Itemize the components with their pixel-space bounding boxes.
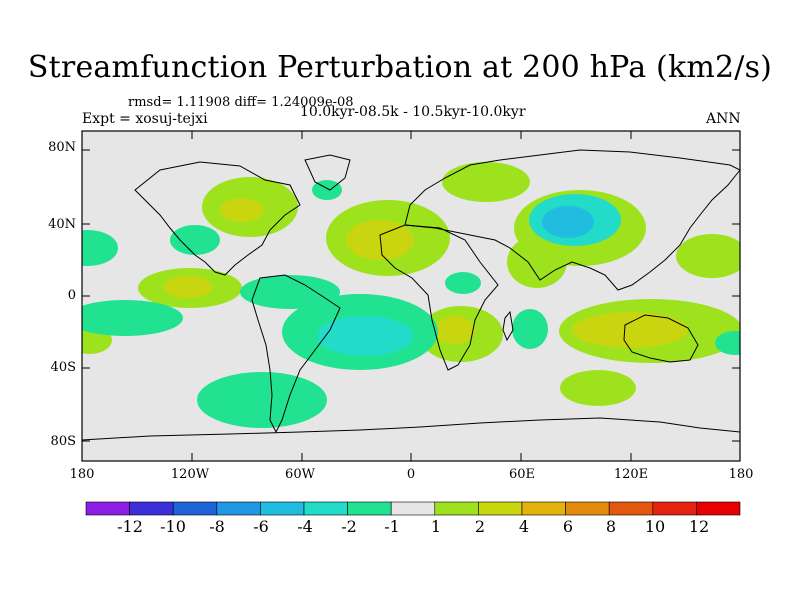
colorbar-swatch <box>129 501 174 516</box>
coast-greenland <box>304 154 351 191</box>
anomaly-core-australia <box>572 312 688 348</box>
colorbar-swatch <box>390 501 436 516</box>
colorbar-swatch <box>696 501 741 516</box>
colorbar-label: -12 <box>117 517 143 536</box>
coast-north-america <box>134 161 301 276</box>
coast-antarctica <box>82 417 740 441</box>
colorbar-label: -10 <box>160 517 186 536</box>
period-difference-label: 10.0kyr-08.5k - 10.5kyr-10.0kyr <box>300 104 526 120</box>
colorbar-label: 4 <box>518 517 530 536</box>
colorbar-swatch <box>347 501 392 516</box>
colorbar-swatch <box>652 501 697 516</box>
season-label: ANN <box>706 111 741 127</box>
anomaly-neg-far-east <box>715 331 740 355</box>
anomaly-neg-southeast-pacific <box>197 372 327 428</box>
anomaly-neg-south-pacific <box>82 300 183 336</box>
contour-fields <box>82 162 740 428</box>
anomaly-arabia <box>507 236 567 288</box>
anomaly-neg-central-africa <box>445 272 481 294</box>
coast-madagascar <box>502 310 514 342</box>
colorbar-label: -1 <box>384 517 400 536</box>
colorbar-swatch <box>172 501 218 516</box>
colorbar-swatch <box>521 501 566 516</box>
colorbar-swatch <box>303 501 348 516</box>
plot-title: Streamfunction Perturbation at 200 hPa (… <box>27 50 773 85</box>
colorbar-label: 6 <box>562 517 574 536</box>
anomaly-core-south-africa <box>435 316 475 344</box>
colorbar <box>85 501 741 516</box>
coast-eurasia <box>404 149 740 291</box>
lat-label-0: 0 <box>67 288 76 303</box>
colorbar-swatch <box>216 501 261 516</box>
lon-label-120w: 120W <box>170 467 210 482</box>
colorbar-swatch <box>565 501 610 516</box>
stats-annotation: rmsd= 1.11908 diff= 1.24009e-08 <box>128 95 354 110</box>
lon-label-60e: 60E <box>508 467 536 482</box>
colorbar-label: -4 <box>297 517 313 536</box>
anomaly-core-east-pacific <box>164 276 212 298</box>
lat-ticks <box>82 149 740 442</box>
anomaly-neg-north-pacific <box>82 230 118 266</box>
lon-label-180e: 180 <box>728 467 754 482</box>
lat-label-40s: 40S <box>50 360 76 375</box>
coast-africa <box>379 224 499 371</box>
colorbar-swatch <box>608 501 654 516</box>
lon-label-0: 0 <box>406 467 416 482</box>
experiment-label: Expt = xosuj-tejxi <box>82 111 208 127</box>
anomaly-neg-greenland <box>312 180 342 200</box>
colorbar-label: -8 <box>209 517 225 536</box>
coastlines <box>82 149 740 441</box>
anomaly-neg-core-south-america <box>317 316 413 356</box>
colorbar-swatch <box>85 501 130 516</box>
anomaly-indian-ocean-south <box>560 370 636 406</box>
anomaly-neg-gulf <box>170 225 220 255</box>
anomaly-neg-tropical-atlantic-west <box>240 275 340 309</box>
anomaly-europe <box>442 162 530 202</box>
colorbar-label: 10 <box>644 517 666 536</box>
lon-label-60w: 60W <box>285 467 315 482</box>
anomaly-north-pacific-west <box>676 234 740 278</box>
anomaly-core-north-america <box>220 198 264 222</box>
lon-ticks <box>191 131 632 461</box>
colorbar-swatch <box>260 501 305 516</box>
colorbar-label: 12 <box>688 517 710 536</box>
colorbar-label: 2 <box>474 517 486 536</box>
colorbar-label: -2 <box>341 517 357 536</box>
anomaly-neg-core-central-asia-inner <box>542 206 594 238</box>
colorbar-label: 8 <box>605 517 617 536</box>
colorbar-swatch <box>478 501 523 516</box>
coast-south-america <box>251 274 341 434</box>
lat-label-80n: 80N <box>48 140 76 155</box>
colorbar-swatch <box>434 501 479 516</box>
coast-australia <box>623 314 699 363</box>
lon-label-120e: 120E <box>613 467 649 482</box>
anomaly-neg-madagascar <box>512 309 548 349</box>
colorbar-label: 1 <box>430 517 442 536</box>
colorbar-label: -6 <box>253 517 269 536</box>
lat-label-40n: 40N <box>48 217 76 232</box>
lat-label-80s: 80S <box>50 434 76 449</box>
lon-label-180w: 180 <box>69 467 95 482</box>
